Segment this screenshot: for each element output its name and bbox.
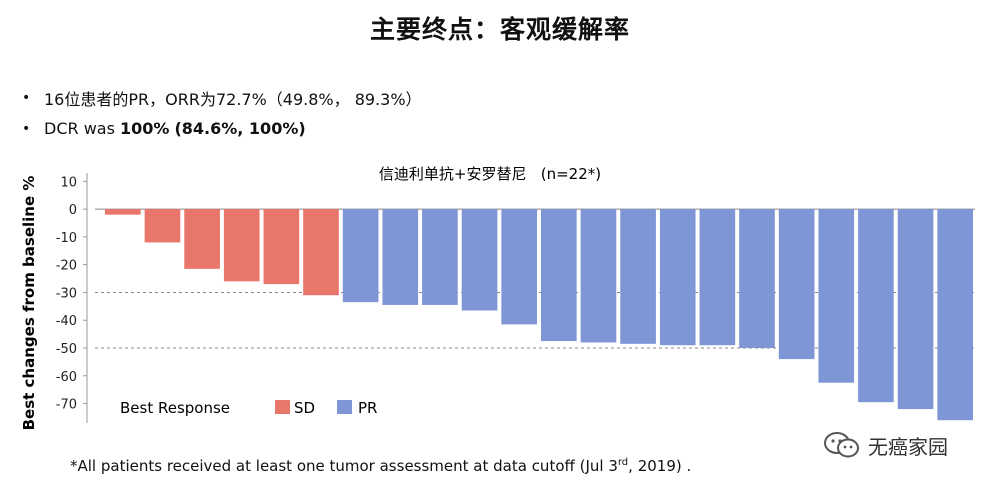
bar-pr	[620, 209, 656, 344]
bar-pr	[897, 209, 934, 410]
bar-sd	[223, 209, 260, 282]
bar-pr	[739, 209, 775, 348]
bullet-list: • 16位患者的PR，ORR为72.7%（49.8%， 89.3%） • DCR…	[22, 82, 422, 144]
chart-bars	[105, 209, 973, 421]
bar-pr	[858, 209, 894, 403]
bullet-orr-text: 16位患者的PR，ORR为72.7%（49.8%， 89.3%）	[44, 89, 422, 109]
bullet-dot-icon: •	[22, 89, 31, 106]
bar-pr	[541, 209, 577, 342]
wechat-logo-icon	[824, 432, 859, 458]
bar-pr	[699, 209, 736, 346]
y-tick-label: 10	[60, 175, 77, 190]
bar-sd	[263, 209, 300, 285]
bullet-dcr: • DCR was 100% (84.6%, 100%)	[22, 113, 422, 144]
footnote: *All patients received at least one tumo…	[70, 457, 691, 475]
y-axis: 10 0 -10 -20 -30 -40 -50 -60 -70	[56, 173, 88, 423]
legend-swatch-sd	[275, 400, 290, 414]
bar-pr	[937, 209, 973, 421]
bar-pr	[461, 209, 498, 311]
bar-sd	[144, 209, 181, 243]
legend-swatch-pr	[337, 400, 352, 414]
legend-label-pr: PR	[358, 399, 377, 417]
bullet-dcr-prefix: DCR was	[44, 119, 121, 138]
waterfall-chart: 10 0 -10 -20 -30 -40 -50 -60 -70 信迪利单抗+安罗替尼 (n=2…	[20, 165, 975, 431]
bar-pr	[501, 209, 537, 325]
y-tick-label: -30	[56, 286, 77, 301]
y-tick-label: -40	[56, 314, 77, 329]
watermark-text: 无癌家园	[868, 434, 948, 459]
watermark: 无癌家园	[822, 430, 948, 460]
y-tick-label: -20	[56, 259, 77, 274]
bar-sd	[184, 209, 220, 269]
bar-sd	[105, 209, 141, 215]
y-axis-label: Best changes from baseline %	[20, 176, 38, 431]
bullet-dot-icon: •	[22, 120, 31, 137]
bar-pr	[778, 209, 815, 360]
footnote-text: *All patients received at least one tumo…	[70, 457, 618, 475]
chart-title: 信迪利单抗+安罗替尼 (n=22*)	[379, 165, 601, 183]
bar-pr	[422, 209, 458, 305]
bar-pr	[580, 209, 617, 343]
y-tick-label: -60	[56, 370, 77, 385]
bullet-orr: • 16位患者的PR，ORR为72.7%（49.8%， 89.3%）	[22, 82, 422, 113]
legend-title: Best Response	[120, 399, 230, 417]
bar-pr	[818, 209, 855, 383]
bar-pr	[342, 209, 379, 303]
bar-pr	[659, 209, 696, 346]
y-tick-label: -10	[56, 231, 77, 246]
y-tick-label: -70	[56, 398, 77, 413]
page-title: 主要终点：客观缓解率	[369, 15, 630, 44]
y-tick-label: -50	[56, 342, 77, 357]
footnote-end: , 2019) .	[628, 457, 692, 475]
bullet-dcr-ci: (84.6%, 100%)	[174, 119, 306, 138]
footnote-superscript: rd	[617, 457, 629, 468]
legend-label-sd: SD	[294, 399, 315, 417]
chart-legend: Best Response SD PR	[120, 399, 377, 417]
bar-pr	[382, 209, 419, 305]
y-tick-label: 0	[69, 203, 77, 218]
bar-sd	[303, 209, 339, 296]
bullet-dcr-value: 100%	[120, 119, 170, 138]
